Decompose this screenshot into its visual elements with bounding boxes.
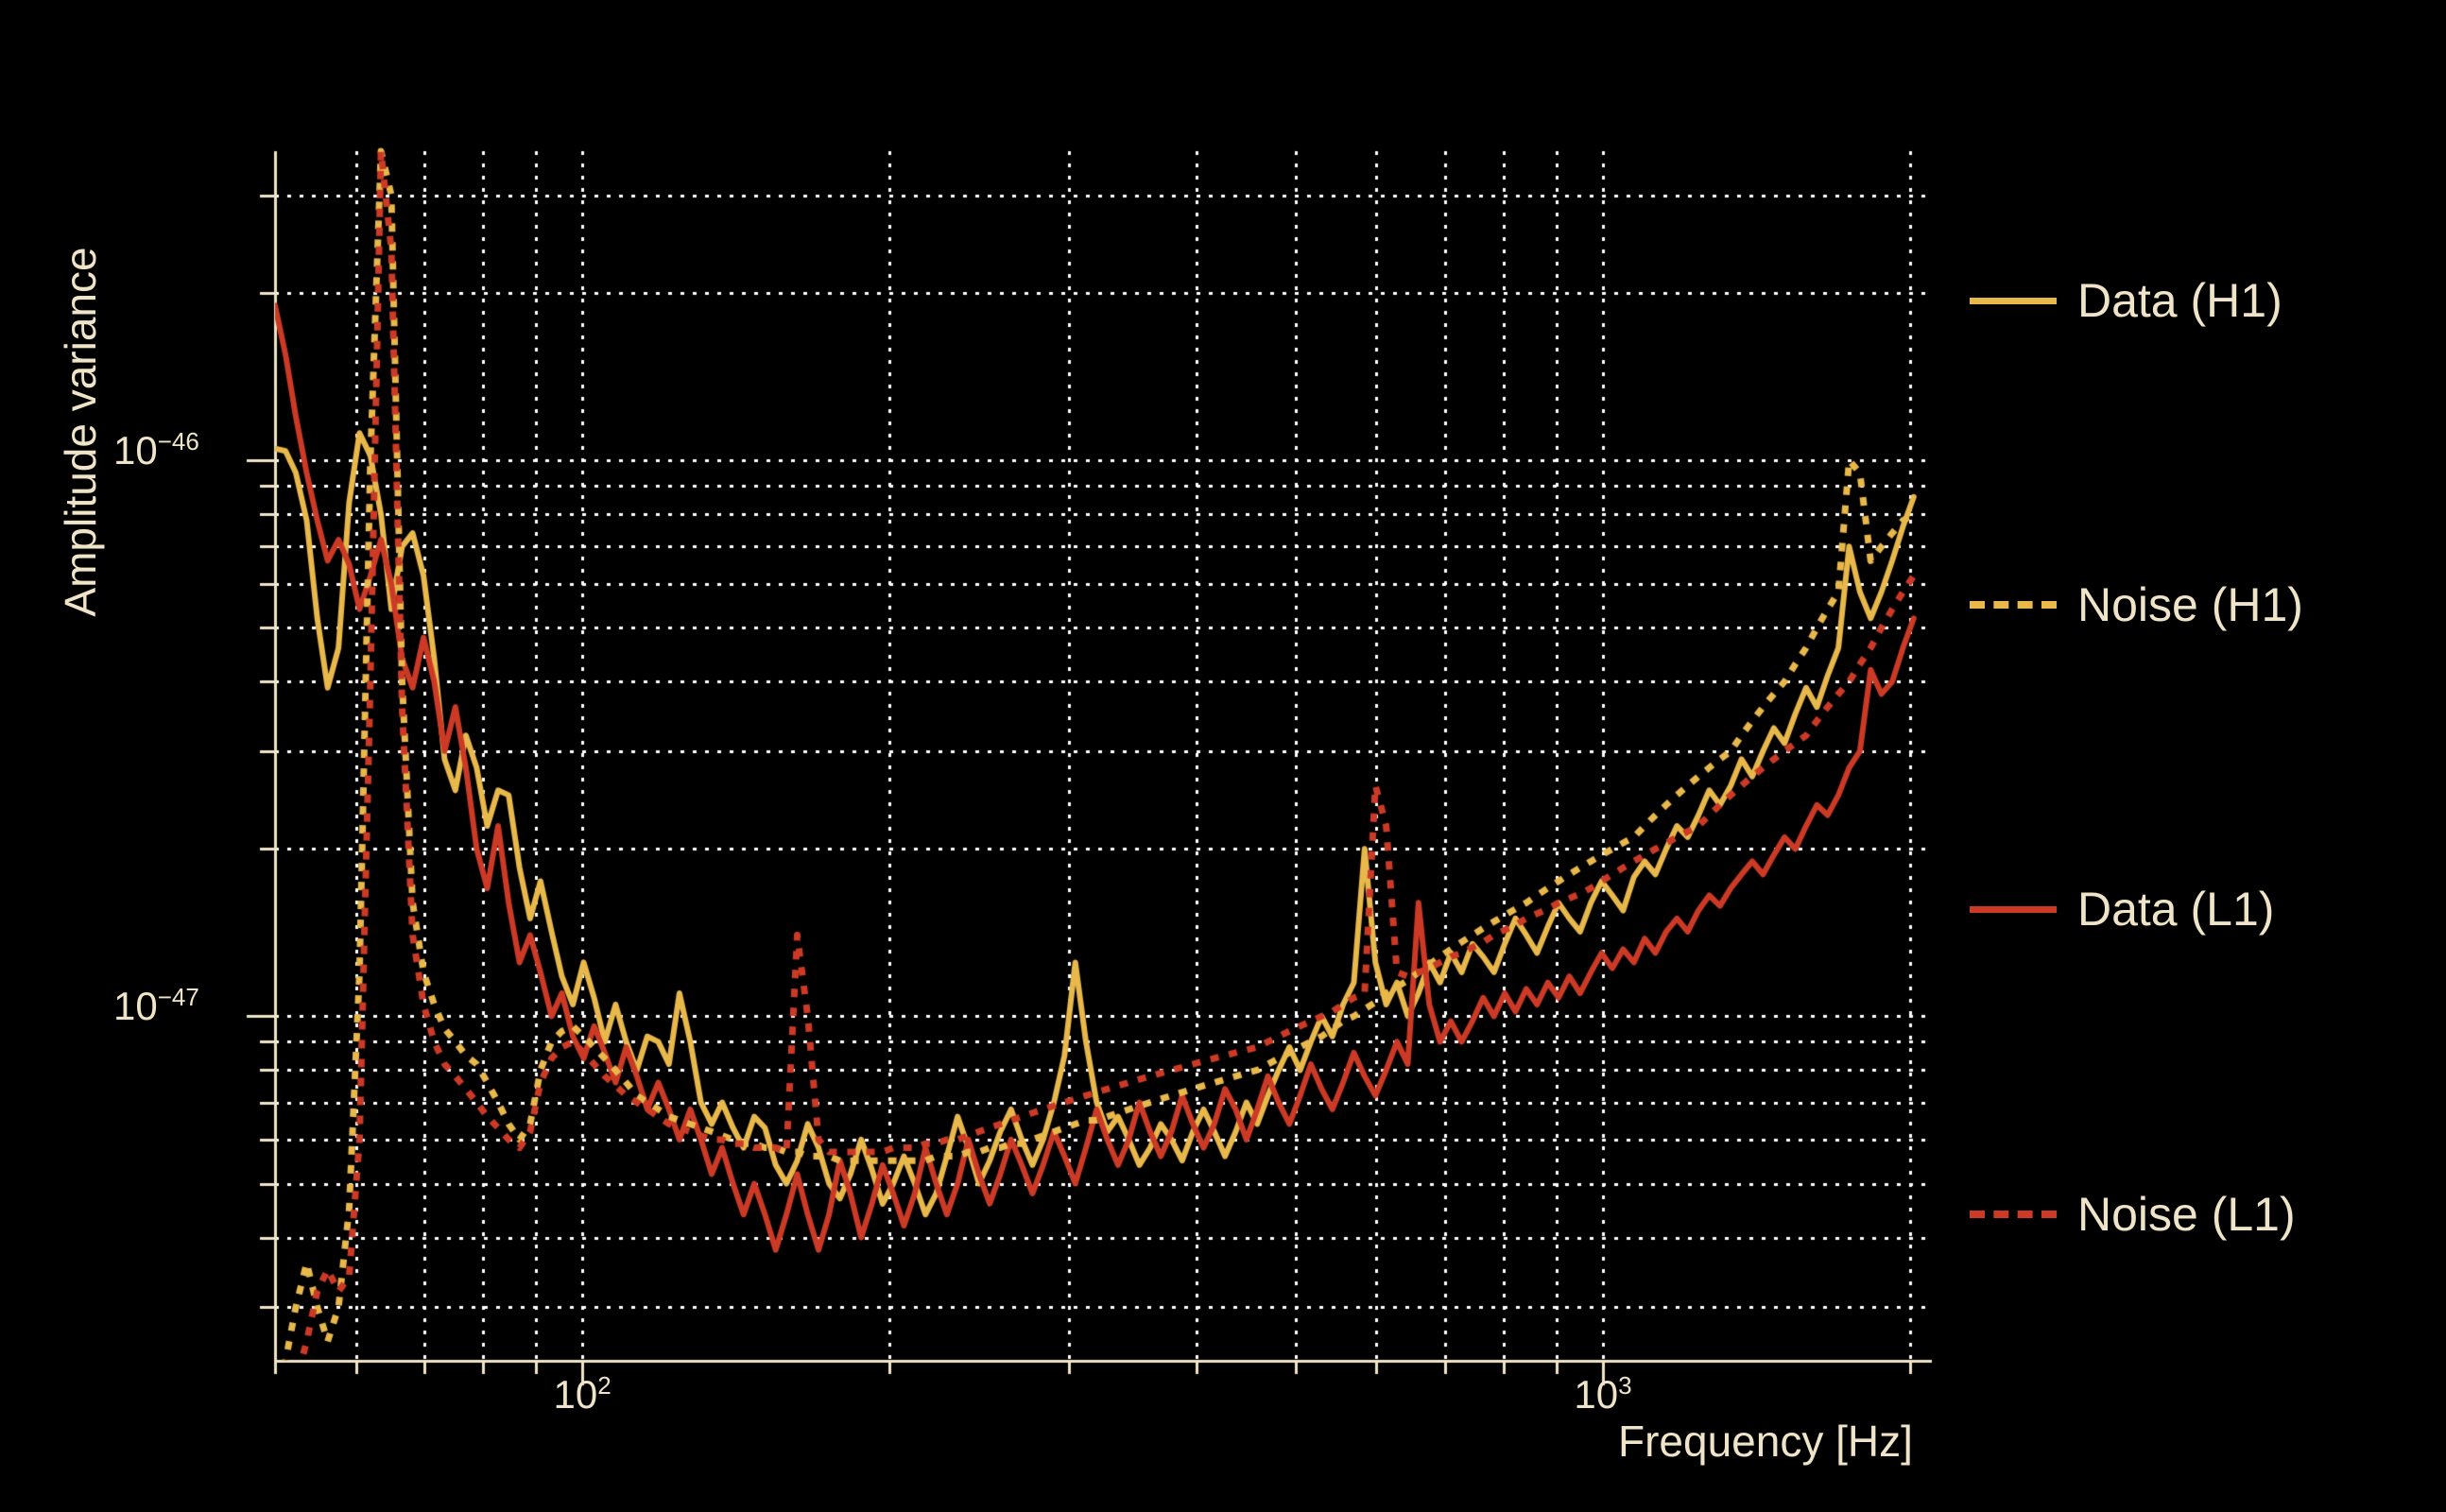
x-axis-label: Frequency [Hz] <box>1618 1417 1913 1466</box>
y-tick-label-1e-46: 10−46 <box>113 427 199 473</box>
x-tick-label-1e2: 102 <box>553 1371 612 1417</box>
y-axis-label: Amplitude variance <box>56 247 105 617</box>
legend-label-data-l1: Data (L1) <box>2077 883 2275 936</box>
legend-label-noise-l1: Noise (L1) <box>2077 1188 2296 1241</box>
legend-item-data-h1[interactable]: Data (H1) <box>1970 270 2446 331</box>
legend-item-noise-h1[interactable]: Noise (H1) <box>1970 575 2446 635</box>
legend-label-data-h1: Data (H1) <box>2077 274 2282 327</box>
legend-item-noise-l1[interactable]: Noise (L1) <box>1970 1184 2446 1245</box>
legend-label-noise-h1: Noise (H1) <box>2077 578 2303 631</box>
x-tick-label-1e3: 103 <box>1574 1371 1632 1417</box>
legend-swatch-data-l1 <box>1970 905 2057 913</box>
y-tick-label-1e-47: 10−47 <box>113 983 199 1029</box>
legend-swatch-noise-h1 <box>1970 601 2057 609</box>
legend-swatch-noise-l1 <box>1970 1211 2057 1218</box>
legend-item-data-l1[interactable]: Data (L1) <box>1970 879 2446 939</box>
legend-swatch-data-h1 <box>1970 297 2057 304</box>
chart-legend: Data (H1) Noise (H1) Data (L1) Noise (L1… <box>1970 0 2446 1512</box>
